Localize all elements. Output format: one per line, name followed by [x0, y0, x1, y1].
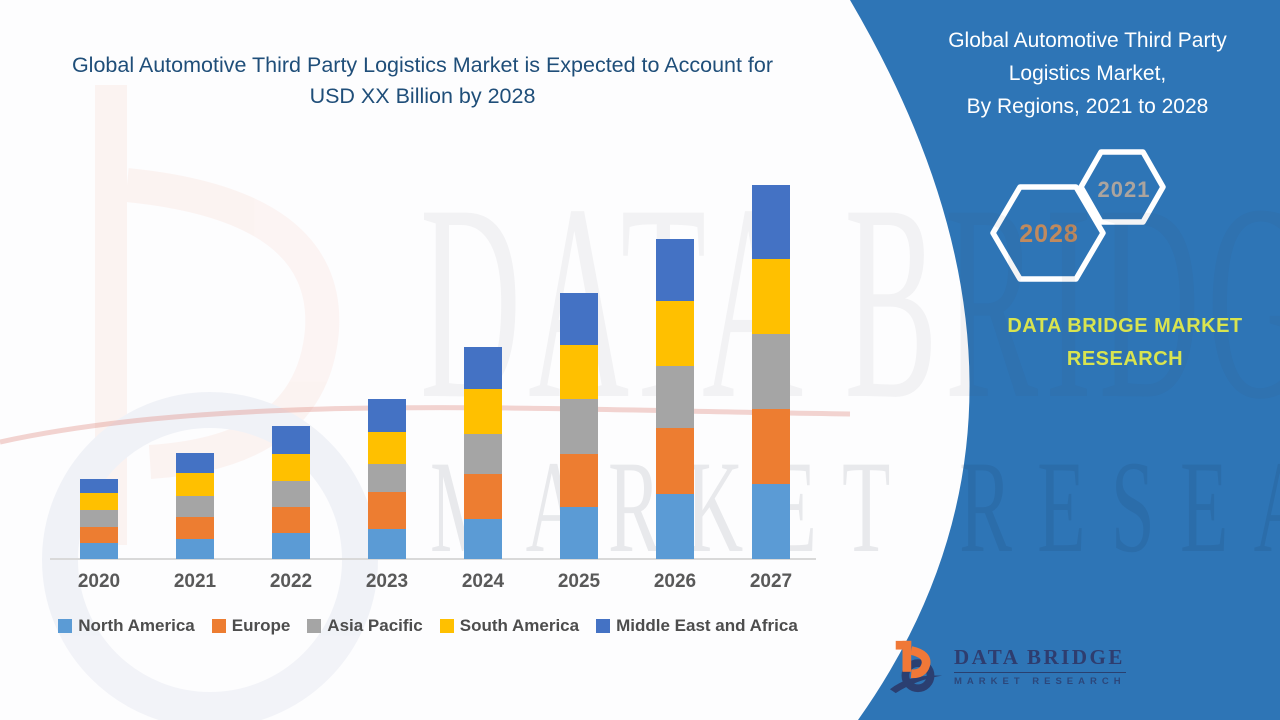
- x-axis-label: 2026: [653, 571, 697, 592]
- legend-label: South America: [459, 616, 580, 635]
- legend-item-south-america: South America: [439, 616, 580, 636]
- side-panel-title-line1: Global Automotive Third Party: [948, 29, 1227, 52]
- x-axis-line: [50, 558, 816, 560]
- bar-segment-asia-pacific: [464, 434, 502, 474]
- x-axis-label: 2025: [557, 571, 601, 592]
- side-panel-title-line2: Logistics Market,: [1008, 62, 1167, 85]
- bar-segment-asia-pacific: [80, 510, 118, 527]
- bar-segment-north-america: [272, 533, 310, 559]
- bar-segment-europe: [368, 492, 406, 529]
- legend-swatch: [596, 619, 611, 633]
- brand-text-line2: RESEARCH: [1066, 348, 1184, 370]
- bar-segment-europe: [272, 507, 310, 533]
- legend-label: Europe: [231, 616, 291, 635]
- bar-segment-south-america: [368, 432, 406, 464]
- bar-segment-south-america: [560, 345, 598, 399]
- legend-item-middle-east-and-africa: Middle East and Africa: [596, 616, 798, 636]
- bar-segment-middle-east-and-africa: [80, 479, 118, 493]
- bar-segment-south-america: [464, 389, 502, 434]
- logo-b-icon: [889, 640, 943, 694]
- x-axis-label: 2023: [365, 571, 409, 592]
- legend-item-asia-pacific: Asia Pacific: [307, 616, 423, 636]
- chart-main-title-line2: USD XX Billion by 2028: [309, 84, 536, 108]
- bar-segment-middle-east-and-africa: [752, 185, 790, 259]
- chart-main-title-line1: Global Automotive Third Party Logistics …: [71, 53, 774, 77]
- legend-item-north-america: North America: [58, 616, 195, 636]
- bar-segment-middle-east-and-africa: [368, 399, 406, 432]
- bar-segment-europe: [752, 409, 790, 484]
- legend: North America Europe Asia Pacific South Ame…: [28, 616, 828, 636]
- x-axis-label: 2027: [749, 571, 793, 592]
- brand-text-line1: DATA BRIDGE MARKET: [1007, 315, 1243, 337]
- brand-text: DATA BRIDGE MARKET RESEARCH: [949, 310, 1280, 376]
- dbmr-logo: DATA BRIDGE MARKET RESEARCH: [888, 634, 1126, 698]
- side-panel-shape: [850, 0, 1280, 720]
- bar-segment-middle-east-and-africa: [560, 293, 598, 345]
- logo-wordmark: DATA BRIDGE: [954, 645, 1126, 673]
- bar-segment-north-america: [80, 543, 118, 559]
- bar-segment-middle-east-and-africa: [464, 347, 502, 389]
- bar-segment-south-america: [272, 454, 310, 481]
- bar-segment-south-america: [656, 301, 694, 366]
- bar-segment-north-america: [464, 519, 502, 559]
- x-axis-label: 2022: [269, 571, 313, 592]
- bar-segment-north-america: [368, 529, 406, 559]
- bar-segment-north-america: [560, 507, 598, 559]
- bar-segment-asia-pacific: [176, 496, 214, 517]
- hexagon-2028: [990, 184, 1106, 282]
- legend-swatch: [439, 619, 454, 633]
- legend-swatch: [211, 619, 226, 633]
- chart-plot-area: 2020 2021 2022 2023 2024 2025 2026 2027: [50, 185, 816, 592]
- legend-swatch: [307, 619, 322, 633]
- legend-label: North America: [78, 616, 195, 635]
- bar-segment-asia-pacific: [560, 399, 598, 454]
- legend-swatch: [58, 619, 73, 633]
- bar-segment-europe: [80, 527, 118, 543]
- bar-segment-north-america: [752, 484, 790, 559]
- legend-label: Asia Pacific: [327, 616, 423, 635]
- x-axis-label: 2020: [77, 571, 121, 592]
- hexagon-large-label: 2028: [1019, 220, 1079, 248]
- bar-segment-asia-pacific: [272, 481, 310, 507]
- bar-segment-asia-pacific: [656, 366, 694, 428]
- logo-subtext: MARKET RESEARCH: [954, 676, 1126, 687]
- logo-text-block: DATA BRIDGE MARKET RESEARCH: [954, 645, 1126, 687]
- bar-segment-europe: [656, 428, 694, 494]
- bar-segment-asia-pacific: [368, 464, 406, 492]
- x-axis-label: 2024: [461, 571, 505, 592]
- bar-segment-asia-pacific: [752, 334, 790, 409]
- x-axis-label: 2021: [173, 571, 217, 592]
- side-panel-title: Global Automotive Third Party Logistics …: [905, 24, 1270, 123]
- bar-segment-north-america: [656, 494, 694, 559]
- bar-segment-south-america: [176, 473, 214, 496]
- bar-segment-north-america: [176, 539, 214, 559]
- hexagon-2021: [1078, 149, 1166, 225]
- bar-segment-europe: [560, 454, 598, 507]
- legend-item-europe: Europe: [211, 616, 291, 636]
- bar-segment-middle-east-and-africa: [272, 426, 310, 454]
- watermark-logo-icon: [42, 85, 378, 720]
- bar-segment-south-america: [752, 259, 790, 334]
- bar-segment-europe: [176, 517, 214, 539]
- bar-segment-middle-east-and-africa: [656, 239, 694, 301]
- hexagon-small-label: 2021: [1098, 177, 1151, 202]
- chart-main-title: Global Automotive Third Party Logistics …: [0, 50, 845, 112]
- legend-label: Middle East and Africa: [616, 616, 798, 635]
- bar-segment-south-america: [80, 493, 118, 510]
- bar-segment-europe: [464, 474, 502, 519]
- side-panel-title-line3: By Regions, 2021 to 2028: [966, 95, 1209, 118]
- bar-segment-middle-east-and-africa: [176, 453, 214, 473]
